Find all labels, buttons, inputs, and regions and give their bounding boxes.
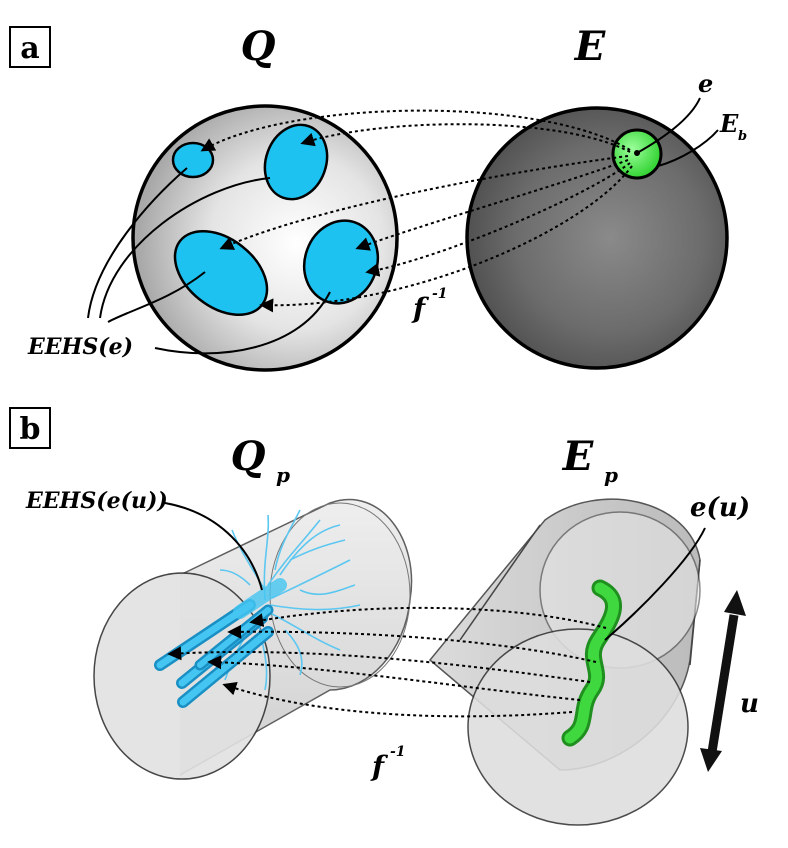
param-u-arrow bbox=[707, 614, 739, 753]
panel-b-tag-box bbox=[9, 407, 51, 449]
panel-b-right-title: E bbox=[562, 433, 594, 480]
label-e: e bbox=[698, 69, 713, 98]
map-curves-b bbox=[167, 606, 607, 718]
panel-b-left-title: Q bbox=[231, 433, 266, 480]
curve-eu bbox=[564, 582, 619, 744]
panel-b-tag: b bbox=[20, 412, 41, 447]
panel-b-right-title-sub: p bbox=[604, 463, 618, 487]
label-eb: E bbox=[719, 109, 739, 138]
panel-a-map-label-sup: -1 bbox=[432, 286, 448, 302]
map-curves-a bbox=[200, 109, 633, 313]
leaders-eehs bbox=[87, 167, 331, 355]
cylinder-ep bbox=[428, 498, 701, 826]
panel-b-left-title-sub: p bbox=[276, 463, 290, 487]
panel-b: b Q p E p bbox=[9, 407, 759, 826]
leader-eb bbox=[657, 129, 719, 167]
sphere-e bbox=[465, 106, 729, 370]
param-u-arrow-head-up bbox=[724, 590, 746, 616]
panel-b-map-label: f bbox=[370, 750, 389, 783]
label-eu: e(u) bbox=[690, 493, 750, 523]
leader-e bbox=[636, 97, 701, 154]
panel-a-left-title: Q bbox=[241, 23, 276, 70]
label-eehs-e: EEHS(e) bbox=[27, 334, 133, 360]
panel-b-map-label-sup: -1 bbox=[390, 744, 406, 760]
panel-a-right-title: E bbox=[574, 23, 606, 70]
label-eb-sub: b bbox=[738, 129, 747, 144]
label-u: u bbox=[740, 689, 759, 719]
leader-eu bbox=[604, 527, 706, 641]
eehs-region-1 bbox=[171, 141, 215, 179]
panel-a-map-label: f bbox=[411, 292, 430, 325]
panel-a: a Q E f -1 e E b bbox=[9, 23, 747, 372]
param-u-arrow-head-down bbox=[700, 748, 722, 772]
leader-eehs-eu bbox=[164, 502, 263, 591]
branching-roots bbox=[219, 509, 361, 691]
panel-a-tag-box bbox=[9, 26, 51, 68]
panel-a-tag: a bbox=[20, 31, 39, 66]
label-eehs-eu: EEHS(e(u)) bbox=[25, 488, 168, 514]
